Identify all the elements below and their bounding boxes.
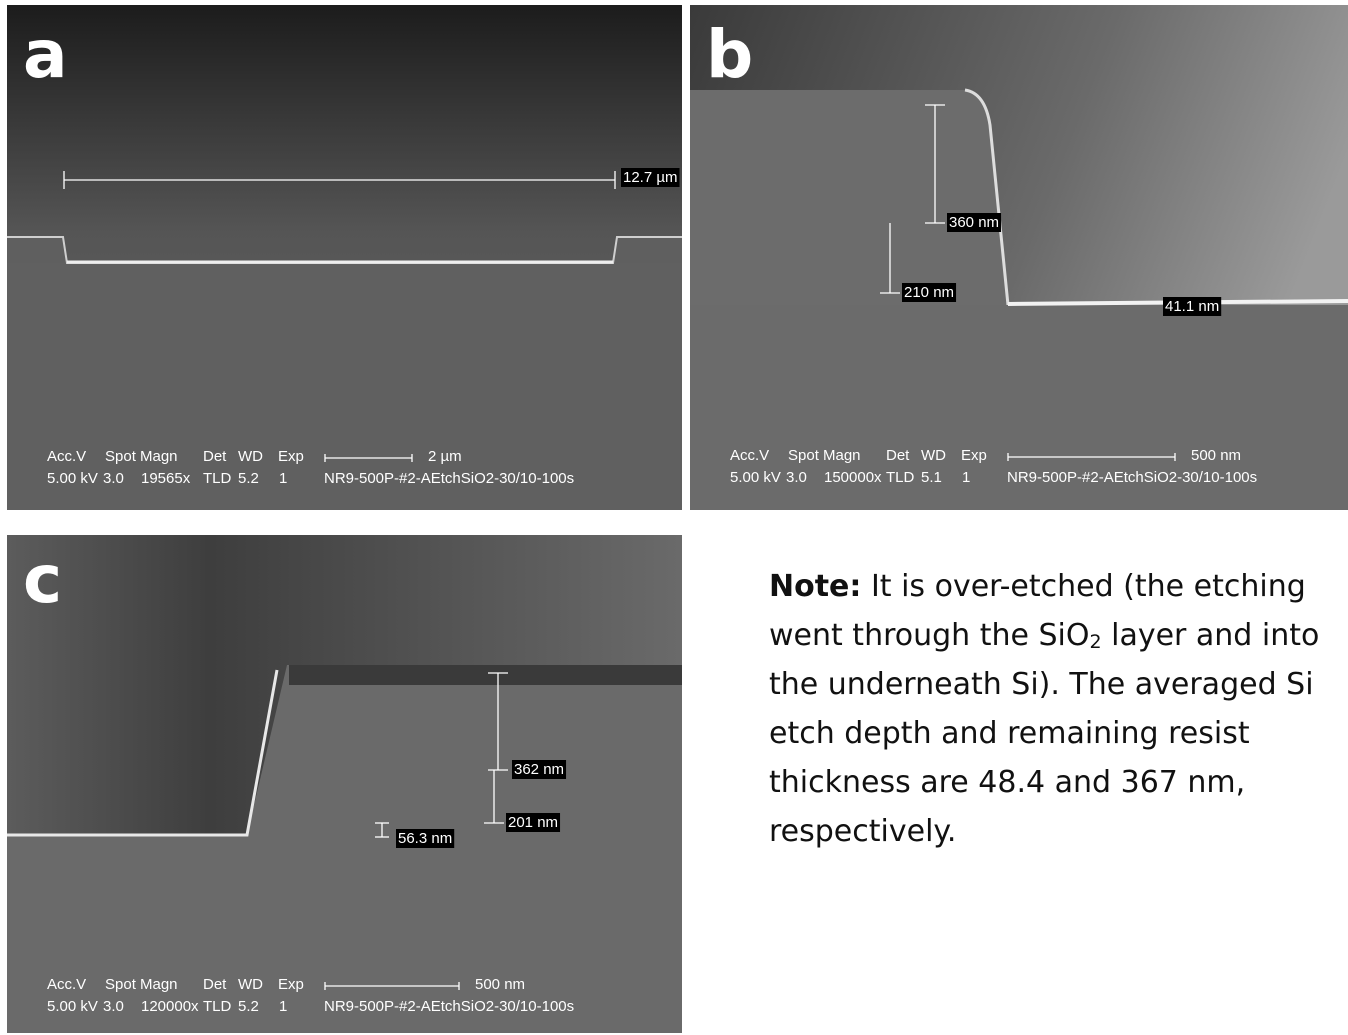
info-header: Exp bbox=[278, 976, 304, 993]
info-value: 1 bbox=[279, 470, 287, 487]
scale-label: 500 nm bbox=[1191, 447, 1241, 464]
info-header: Magn bbox=[823, 447, 861, 464]
info-value: 5.1 bbox=[921, 469, 942, 486]
info-header: Exp bbox=[961, 447, 987, 464]
info-value: TLD bbox=[203, 998, 232, 1015]
info-header: Spot bbox=[105, 976, 137, 993]
scale-label: 500 nm bbox=[475, 976, 525, 993]
info-header: Spot bbox=[788, 447, 820, 464]
info-header: Magn bbox=[140, 976, 178, 993]
info-header: Det bbox=[886, 447, 910, 464]
measurement-label: 360 nm bbox=[949, 214, 999, 231]
sem-image-b bbox=[690, 5, 1348, 510]
figure: a12.7 µmAcc.VSpotMagnDetWDExp5.00 kV3.01… bbox=[0, 0, 1348, 1035]
info-value: TLD bbox=[203, 470, 232, 487]
sample-name: NR9-500P-#2-AEtchSiO2-30/10-100s bbox=[1007, 469, 1257, 486]
info-value: 5.2 bbox=[238, 998, 259, 1015]
measurement-label: 56.3 nm bbox=[398, 830, 452, 847]
measurement-label: 201 nm bbox=[508, 814, 558, 831]
note-label: Note: bbox=[769, 569, 861, 604]
info-value: 19565x bbox=[141, 470, 191, 487]
panel-label: a bbox=[23, 16, 68, 93]
measurement-label: 362 nm bbox=[514, 761, 564, 778]
info-value: 3.0 bbox=[103, 998, 124, 1015]
info-header: Acc.V bbox=[47, 976, 86, 993]
info-header: Spot bbox=[105, 448, 137, 465]
measurement-label: 12.7 µm bbox=[623, 169, 678, 186]
info-header: Acc.V bbox=[730, 447, 769, 464]
note: Note: It is over-etched (the etching wen… bbox=[769, 562, 1339, 856]
info-value: 3.0 bbox=[103, 470, 124, 487]
info-value: 1 bbox=[962, 469, 970, 486]
info-value: 150000x bbox=[824, 469, 882, 486]
measurement-label: 210 nm bbox=[904, 284, 954, 301]
sem-image-c bbox=[7, 535, 682, 1033]
panel-label: b bbox=[706, 16, 753, 93]
info-header: Det bbox=[203, 448, 227, 465]
info-value: TLD bbox=[886, 469, 915, 486]
info-value: 5.00 kV bbox=[730, 469, 781, 486]
sample-name: NR9-500P-#2-AEtchSiO2-30/10-100s bbox=[324, 998, 574, 1015]
info-value: 3.0 bbox=[786, 469, 807, 486]
scale-label: 2 µm bbox=[428, 448, 462, 465]
sample-name: NR9-500P-#2-AEtchSiO2-30/10-100s bbox=[324, 470, 574, 487]
sem-image-a bbox=[7, 5, 682, 510]
info-header: Exp bbox=[278, 448, 304, 465]
info-value: 5.2 bbox=[238, 470, 259, 487]
measurement-label: 41.1 nm bbox=[1165, 298, 1219, 315]
page: a12.7 µmAcc.VSpotMagnDetWDExp5.00 kV3.01… bbox=[0, 0, 1348, 1035]
info-header: WD bbox=[238, 448, 263, 465]
info-value: 120000x bbox=[141, 998, 199, 1015]
info-header: WD bbox=[921, 447, 946, 464]
info-header: Magn bbox=[140, 448, 178, 465]
panel-label: c bbox=[23, 541, 62, 618]
info-header: WD bbox=[238, 976, 263, 993]
info-value: 5.00 kV bbox=[47, 998, 98, 1015]
info-header: Acc.V bbox=[47, 448, 86, 465]
note-subscript: 2 bbox=[1089, 631, 1101, 653]
info-value: 1 bbox=[279, 998, 287, 1015]
info-header: Det bbox=[203, 976, 227, 993]
info-value: 5.00 kV bbox=[47, 470, 98, 487]
